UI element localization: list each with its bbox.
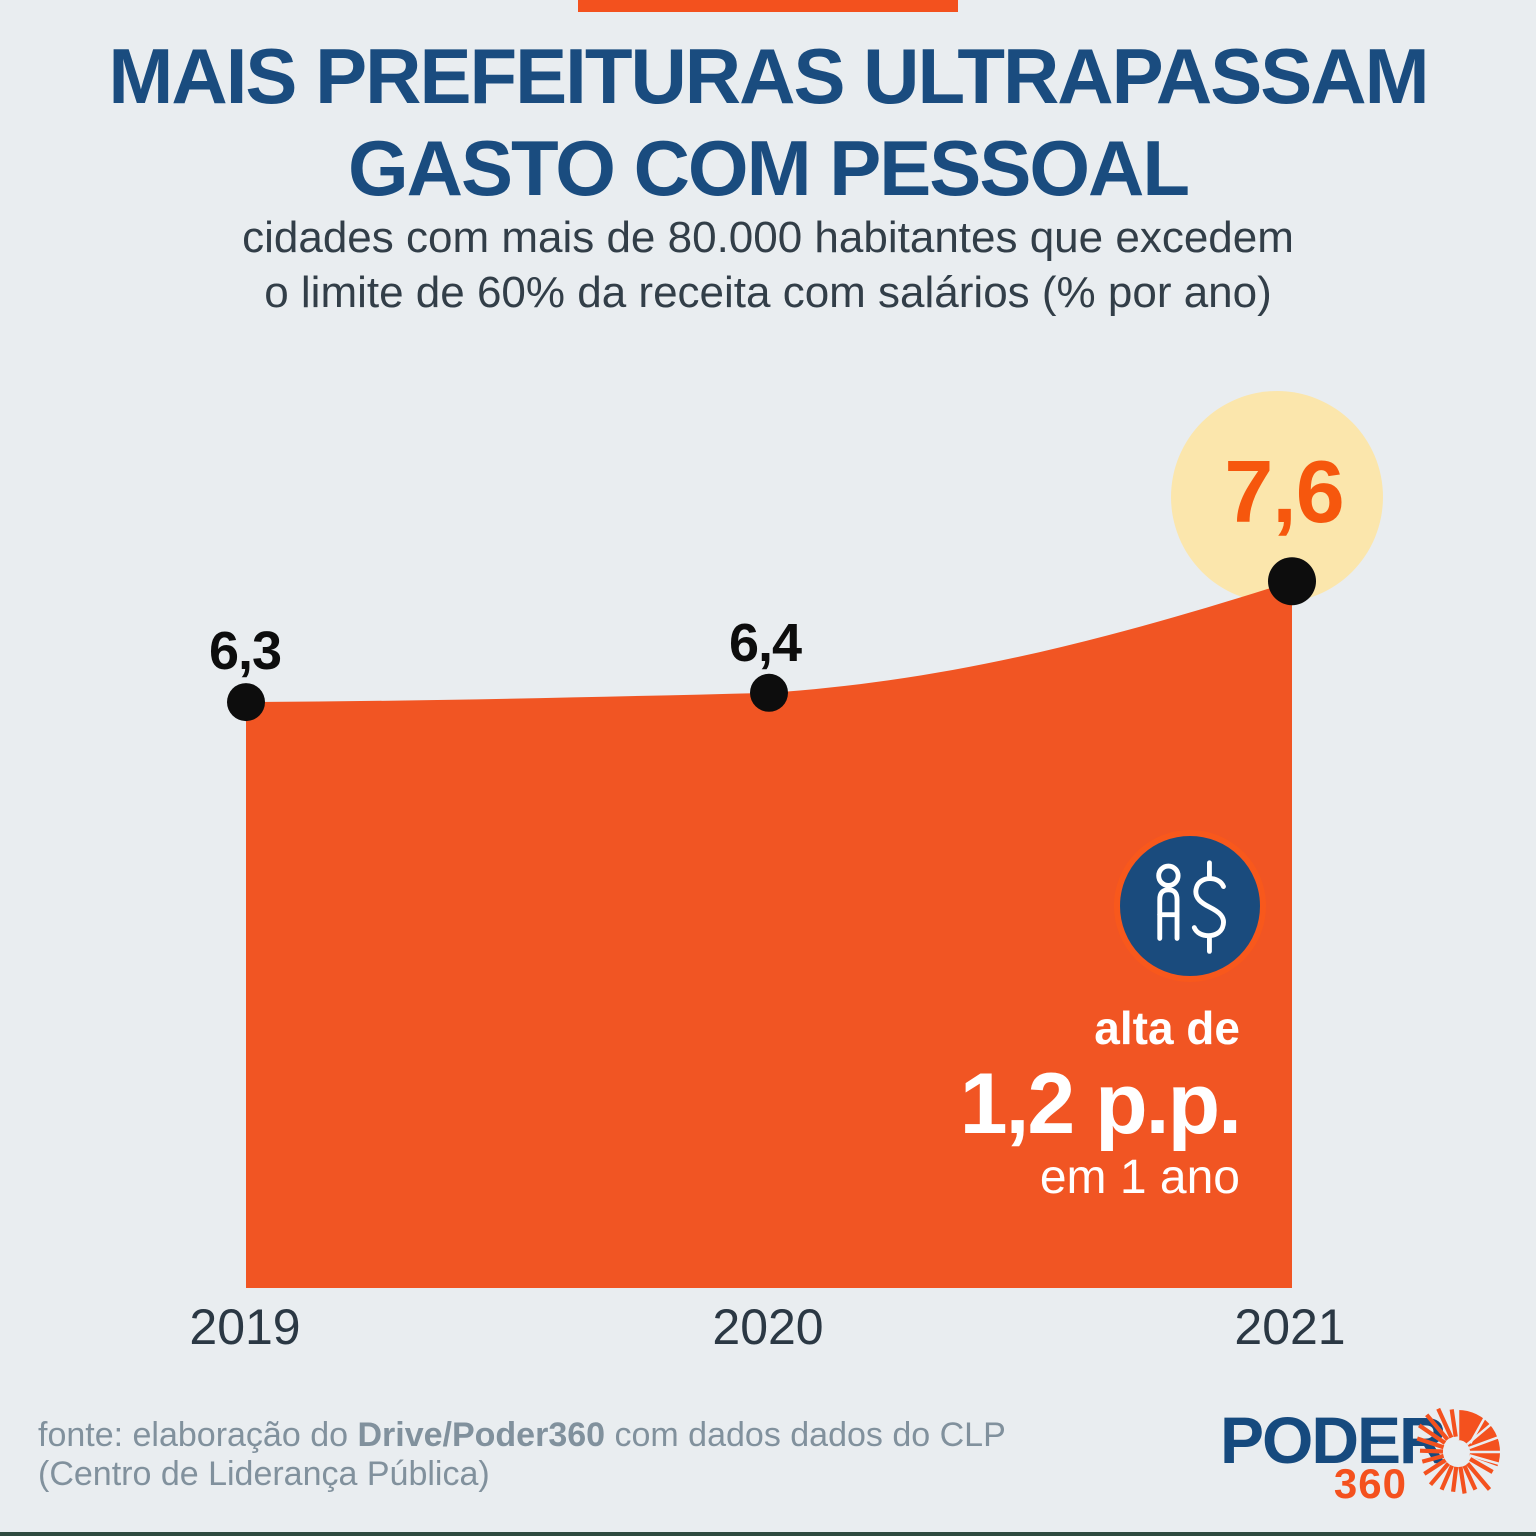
page-subtitle: cidades com mais de 80.000 habitantes qu…: [0, 210, 1536, 320]
value-label-2020: 6,4: [728, 613, 802, 673]
source-bold: Drive/Poder360: [357, 1416, 606, 1454]
title-line-2: GASTO COM PESSOAL: [348, 124, 1190, 212]
x-axis-label-2019: 2019: [189, 1299, 301, 1355]
person-money-icon: [1156, 860, 1226, 954]
data-point-dot: [1268, 557, 1316, 606]
person-money-badge: [1114, 830, 1266, 982]
poder360-logo-text: PODER: [1220, 1403, 1447, 1477]
poder360-sunburst-icon: [1416, 1407, 1501, 1494]
subtitle-line-2: o limite de 60% da receita com salários …: [264, 268, 1272, 317]
source-suffix: com dados dados do CLP: [605, 1416, 1006, 1454]
page-title: MAIS PREFEITURAS ULTRAPASSAM GASTO COM P…: [0, 30, 1536, 214]
annotation-value: 1,2 p.p.: [959, 1056, 1242, 1152]
data-point-dot: [227, 683, 265, 722]
annotation-label: alta de: [1094, 1002, 1240, 1054]
title-line-1: MAIS PREFEITURAS ULTRAPASSAM: [108, 32, 1429, 120]
x-axis-label-2020: 2020: [712, 1299, 824, 1355]
source-line-2: (Centro de Liderança Pública): [38, 1455, 490, 1493]
source-line-1: fonte: elaboração do Drive/Poder360 com …: [38, 1416, 1006, 1455]
bottom-edge-line: [0, 1532, 1536, 1536]
annotation-block: alta de 1,2 p.p. em 1 ano: [959, 1000, 1242, 1204]
area-path: [246, 581, 1292, 1288]
top-accent-bar: [578, 0, 958, 12]
source-note: fonte: elaboração do Drive/Poder360 com …: [38, 1416, 1006, 1494]
value-label-2021: 7,6: [1224, 442, 1344, 541]
source-prefix: fonte: elaboração do: [38, 1416, 358, 1454]
data-point-dot: [750, 673, 788, 712]
x-axis-label-2021: 2021: [1234, 1299, 1346, 1355]
annotation-period: em 1 ano: [1039, 1151, 1240, 1204]
poder360-logo-360: 360: [1333, 1460, 1407, 1507]
subtitle-line-1: cidades com mais de 80.000 habitantes qu…: [242, 213, 1294, 262]
value-label-2019: 6,3: [208, 621, 282, 681]
